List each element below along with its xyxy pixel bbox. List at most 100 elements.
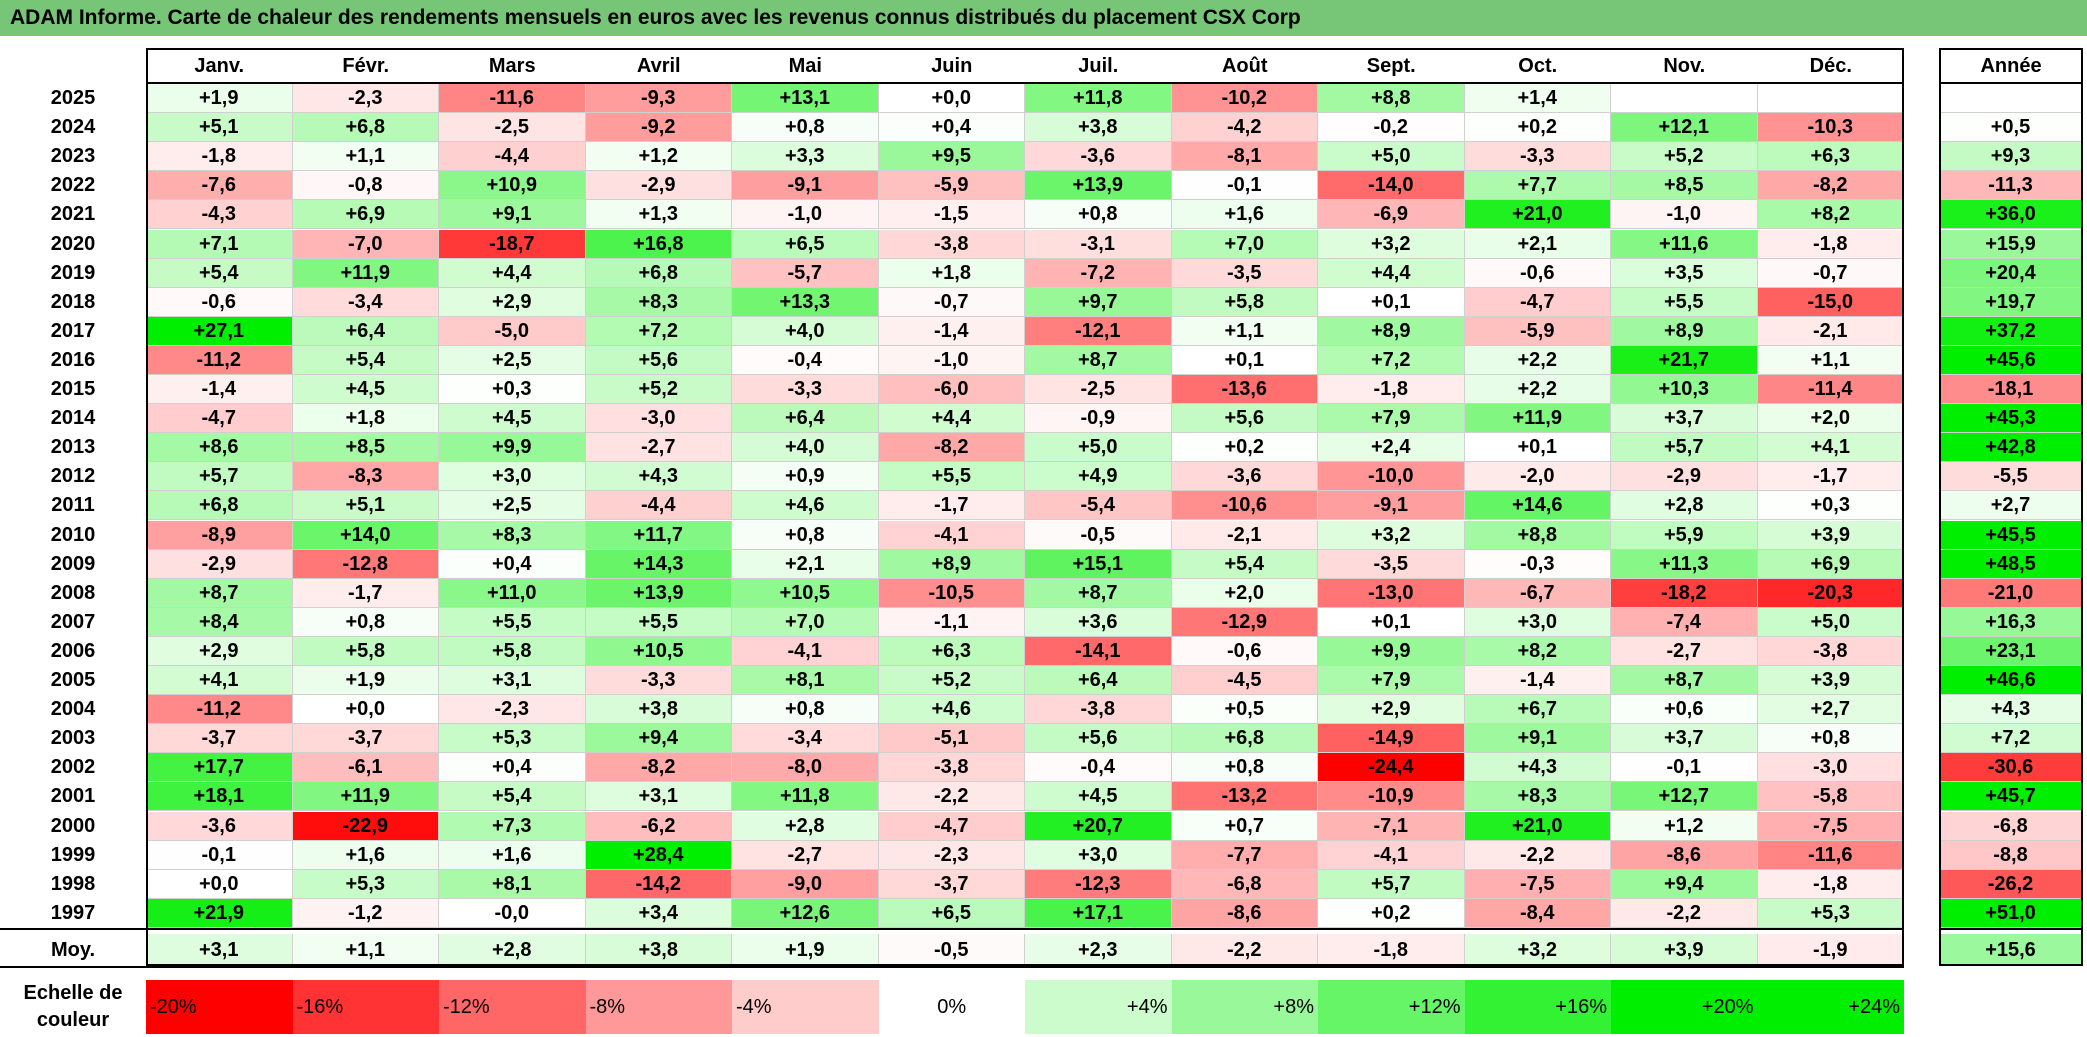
heatmap-cell: -1,0 — [878, 345, 1025, 375]
heatmap-cell: +1,6 — [292, 840, 439, 870]
heatmap-cell: +8,8 — [1464, 520, 1611, 550]
heatmap-cell: +6,3 — [878, 636, 1025, 666]
annual-column-header: Année — [1939, 48, 2083, 84]
heatmap-cell: +6,5 — [732, 229, 879, 259]
heatmap-cell: +1,6 — [1171, 200, 1318, 230]
heatmap-cell: +0,8 — [1757, 724, 1904, 754]
heatmap-cell: +10,5 — [585, 636, 732, 666]
year-label: 1998 — [50, 872, 96, 895]
heatmap-cell: -1,2 — [292, 898, 439, 928]
average-separator-annual — [1939, 927, 2083, 930]
heatmap-cell: -0,5 — [1025, 520, 1172, 550]
heatmap-cell: -0,6 — [146, 287, 293, 317]
heatmap-cell: +7,0 — [1171, 229, 1318, 259]
heatmap-cell: +2,5 — [439, 491, 586, 521]
heatmap-cell: +5,9 — [1611, 520, 1758, 550]
average-cell: +1,9 — [732, 934, 879, 966]
heatmap-cell: +4,0 — [732, 316, 879, 346]
heatmap-cell: -0,1 — [146, 840, 293, 870]
heatmap-cell: -24,4 — [1318, 753, 1465, 783]
annual-cell: +45,3 — [1939, 404, 2083, 434]
heatmap-cell: +2,9 — [1318, 695, 1465, 725]
heatmap-cell: +9,9 — [439, 433, 586, 463]
heatmap-cell: +8,1 — [732, 666, 879, 696]
heatmap-cell: +0,0 — [878, 84, 1025, 114]
heatmap-cell: -3,6 — [1025, 142, 1172, 172]
heatmap-cell: -0,9 — [1025, 404, 1172, 434]
heatmap-cell: +10,5 — [732, 578, 879, 608]
heatmap-cell: +7,9 — [1318, 666, 1465, 696]
color-scale-label-line1: Echelle de — [23, 982, 123, 1004]
year-label: 2017 — [50, 319, 96, 342]
heatmap-cell: +27,1 — [146, 316, 293, 346]
heatmap-cell: +4,4 — [439, 258, 586, 288]
heatmap-cell: +3,1 — [585, 782, 732, 812]
heatmap-cell: -7,2 — [1025, 258, 1172, 288]
heatmap-cell: +4,9 — [1025, 462, 1172, 492]
heatmap-cell: -3,0 — [585, 404, 732, 434]
heatmap-cell: -3,7 — [878, 869, 1025, 899]
heatmap-cell: +3,7 — [1611, 724, 1758, 754]
heatmap-cell: -9,3 — [585, 84, 732, 114]
annual-cell: -6,8 — [1939, 811, 2083, 841]
heatmap-cell: +6,3 — [1757, 142, 1904, 172]
year-label: 2005 — [50, 669, 96, 691]
heatmap-cell: -0,1 — [1611, 753, 1758, 783]
heatmap-cell: -5,0 — [439, 316, 586, 346]
annual-cell: +16,3 — [1939, 607, 2083, 637]
average-cell: -1,8 — [1318, 934, 1465, 966]
year-label: 2002 — [50, 756, 96, 779]
heatmap-cell: +6,9 — [1757, 549, 1904, 579]
year-label: 2013 — [50, 436, 96, 459]
heatmap-cell: +3,1 — [439, 666, 586, 696]
heatmap-cell: +9,1 — [1464, 724, 1611, 754]
heatmap-cell: -12,1 — [1025, 316, 1172, 346]
heatmap-cell: +1,1 — [1757, 345, 1904, 375]
heatmap-cell: -2,2 — [1611, 898, 1758, 928]
year-label: 1997 — [50, 901, 96, 924]
heatmap-cell: +2,8 — [732, 811, 879, 841]
heatmap-cell: +4,5 — [292, 375, 439, 405]
heatmap-cell: +5,2 — [1611, 142, 1758, 172]
heatmap-cell: -3,3 — [585, 666, 732, 696]
heatmap-cell: -1,0 — [732, 200, 879, 230]
heatmap-cell: +5,8 — [292, 636, 439, 666]
heatmap-cell: +2,9 — [439, 287, 586, 317]
annual-cell: +7,2 — [1939, 724, 2083, 754]
column-header: Mars — [439, 48, 586, 84]
year-label: 2025 — [50, 87, 96, 109]
heatmap-cell: +11,8 — [1025, 84, 1172, 114]
heatmap-cell: -2,5 — [1025, 375, 1172, 405]
heatmap-cell: +28,4 — [585, 840, 732, 870]
heatmap-cell: -8,6 — [1611, 840, 1758, 870]
heatmap-cell: -5,8 — [1757, 782, 1904, 812]
heatmap-cell: -12,3 — [1025, 869, 1172, 899]
heatmap-cell: -11,2 — [146, 695, 293, 725]
heatmap-cell: +13,3 — [732, 287, 879, 317]
heatmap-cell: +0,8 — [732, 520, 879, 550]
heatmap-cell: +6,4 — [732, 404, 879, 434]
heatmap-cell: -3,6 — [1171, 462, 1318, 492]
heatmap-cell: -15,0 — [1757, 287, 1904, 317]
heatmap-cell: +18,1 — [146, 782, 293, 812]
heatmap-cell: +0,8 — [292, 607, 439, 637]
average-cell: -0,5 — [878, 934, 1025, 966]
heatmap-cell: +4,3 — [1464, 753, 1611, 783]
heatmap-cell: +0,0 — [292, 695, 439, 725]
heatmap-cell: -13,6 — [1171, 375, 1318, 405]
heatmap-cell: -2,0 — [1464, 462, 1611, 492]
average-cell: +3,1 — [146, 934, 293, 966]
heatmap-cell: -7,4 — [1611, 607, 1758, 637]
heatmap-cell: -3,7 — [292, 724, 439, 754]
column-header: Nov. — [1611, 48, 1758, 84]
heatmap-cell: -6,7 — [1464, 578, 1611, 608]
heatmap-cell: -13,2 — [1171, 782, 1318, 812]
heatmap-cell: -0,8 — [292, 171, 439, 201]
heatmap-cell: +12,6 — [732, 898, 879, 928]
heatmap-cell: -10,2 — [1171, 84, 1318, 114]
heatmap-cell: +0,3 — [439, 375, 586, 405]
heatmap-cell: -6,9 — [1318, 200, 1465, 230]
heatmap-cell: +5,0 — [1318, 142, 1465, 172]
heatmap-cell: -6,2 — [585, 811, 732, 841]
heatmap-cell: +5,1 — [292, 491, 439, 521]
